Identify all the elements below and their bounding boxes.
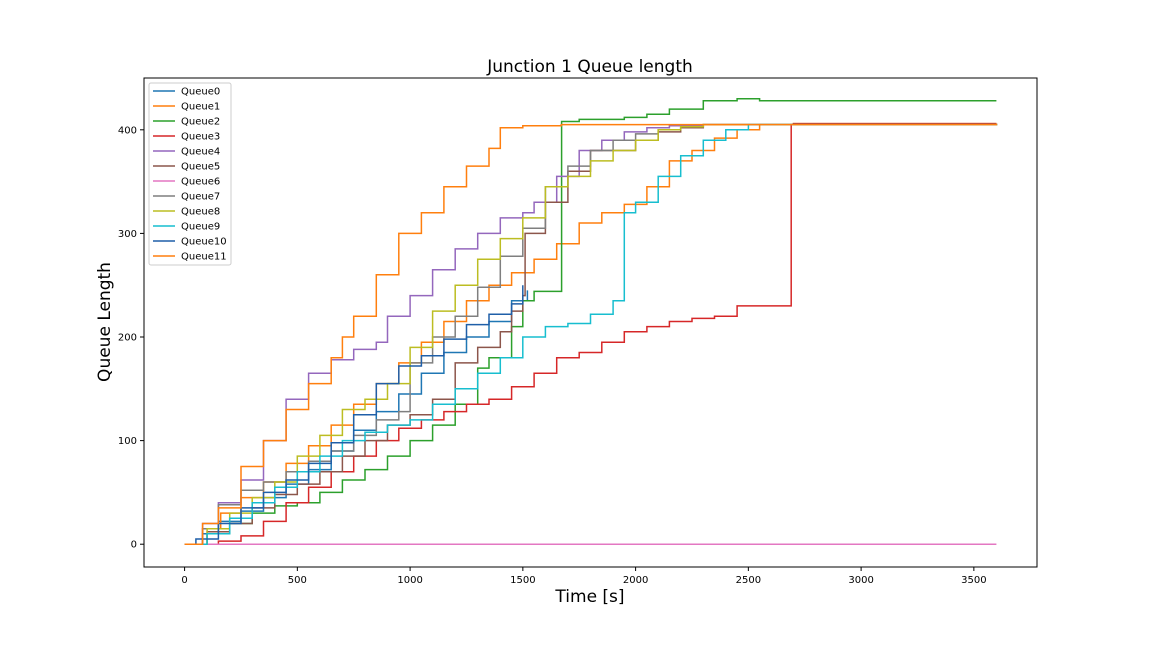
legend-label: Queue0: [181, 87, 220, 98]
x-tick-label: 2500: [736, 575, 761, 586]
legend-label: Queue11: [181, 252, 227, 263]
x-tick-label: 500: [288, 575, 307, 586]
series-line-queue8: [184, 123, 998, 545]
x-axis: 0 500 1000 1500 2000 2500 3000 3500: [181, 567, 987, 586]
series-layer: [184, 97, 998, 545]
legend-label: Queue3: [181, 132, 220, 143]
chart-title: Junction 1 Queue length: [486, 57, 693, 77]
series-line-queue9: [184, 123, 998, 545]
legend-label: Queue9: [181, 222, 220, 233]
legend-label: Queue6: [181, 177, 220, 188]
series-line-queue11: [184, 123, 998, 545]
legend-label: Queue7: [181, 192, 220, 203]
y-axis-label: Queue Length: [95, 262, 115, 382]
legend-label: Queue8: [181, 207, 220, 218]
series-line-queue2: [184, 97, 997, 545]
legend-label: Queue2: [181, 117, 220, 128]
plot-frame: [143, 77, 1038, 568]
legend-label: Queue1: [181, 102, 220, 113]
y-tick-label: 0: [131, 540, 137, 551]
series-line-queue7: [184, 123, 998, 545]
legend-label: Queue10: [181, 237, 227, 248]
x-tick-label: 2000: [623, 575, 648, 586]
x-tick-label: 3500: [961, 575, 986, 586]
y-tick-label: 400: [118, 125, 137, 136]
x-tick-label: 3000: [848, 575, 873, 586]
y-tick-label: 100: [118, 436, 137, 447]
x-tick-label: 1500: [510, 575, 535, 586]
legend-box: [148, 82, 232, 266]
legend-label: Queue5: [181, 162, 220, 173]
y-tick-label: 300: [118, 229, 137, 240]
x-tick-label: 1000: [397, 575, 422, 586]
x-axis-label: Time [s]: [554, 587, 624, 607]
y-axis: 0 100 200 300 400: [118, 125, 144, 551]
legend-label: Queue4: [181, 147, 220, 158]
y-tick-label: 200: [118, 333, 137, 344]
series-line-queue3: [184, 122, 997, 545]
series-line-queue10: [184, 285, 524, 545]
x-tick-label: 0: [181, 575, 187, 586]
legend: Queue0 Queue1 Queue2 Queue3 Queue4 Queue5 Queu…: [148, 82, 232, 266]
